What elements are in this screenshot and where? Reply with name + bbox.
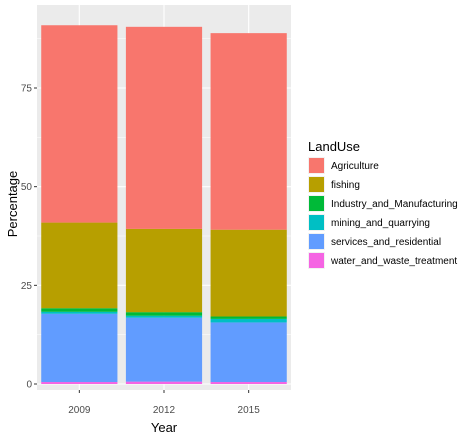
legend-entry-label: fishing <box>331 180 360 191</box>
legend-entry-label: services_and_residential <box>331 237 441 248</box>
bar-segment <box>41 222 118 309</box>
bar-segment <box>210 33 287 230</box>
bar-segment <box>125 228 203 313</box>
x-tick-label: 2012 <box>153 405 176 416</box>
legend-key <box>309 158 324 173</box>
y-tick-label: 50 <box>21 182 33 193</box>
bar-segment <box>125 315 203 318</box>
bar-segment <box>41 308 118 312</box>
bar-segment <box>125 312 203 316</box>
legend-key <box>309 253 324 268</box>
legend-entry-label: water_and_waste_treatment <box>330 256 457 267</box>
x-axis-ticks: 2009 2012 2015 <box>68 390 260 416</box>
legend: LandUse Agriculture fishing Industry_and_M… <box>308 139 458 269</box>
bar-segment <box>210 316 287 319</box>
x-axis-title: Year <box>151 420 178 435</box>
bar-segment <box>41 25 118 223</box>
bar-segment <box>41 382 118 384</box>
legend-title: LandUse <box>308 139 360 154</box>
legend-entry-label: Agriculture <box>331 161 379 172</box>
legend-entry-label: Industry_and_Manufacturing <box>331 199 458 210</box>
bar-segment <box>210 322 287 383</box>
x-tick-label: 2009 <box>68 405 91 416</box>
legend-key <box>309 196 324 211</box>
y-axis-ticks: 0 25 50 75 <box>21 84 37 391</box>
legend-key <box>309 177 324 192</box>
legend-entry-label: mining_and_quarrying <box>331 218 430 229</box>
y-tick-label: 0 <box>26 380 32 391</box>
bar-segment <box>41 313 118 383</box>
y-tick-label: 25 <box>21 281 33 292</box>
x-tick-label: 2015 <box>238 405 261 416</box>
bar-segment <box>210 229 287 317</box>
bar-segment <box>125 26 203 229</box>
bar-segment <box>41 311 118 314</box>
y-axis-title: Percentage <box>5 171 20 238</box>
bar-segment <box>125 381 203 384</box>
bar-segment <box>210 318 287 323</box>
bar-segment <box>210 382 287 384</box>
legend-key <box>309 215 324 230</box>
bar-segment <box>125 317 203 382</box>
legend-key <box>309 234 324 249</box>
y-tick-label: 75 <box>21 84 33 95</box>
bars <box>41 25 287 384</box>
